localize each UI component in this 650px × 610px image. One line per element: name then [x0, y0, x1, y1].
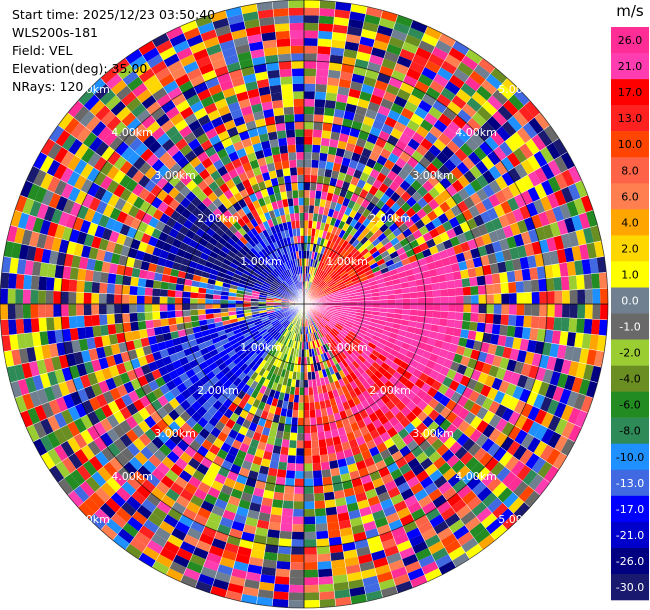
colorbar-swatch: [611, 183, 649, 210]
ring-label: 1.00km: [326, 255, 368, 268]
colorbar-tick: 26.0: [618, 34, 643, 47]
ring-label: 5.00km: [68, 83, 110, 96]
colorbar-swatch: [611, 469, 649, 497]
colorbar-tick: -13.0: [616, 477, 644, 490]
info-panel: Start time: 2025/12/23 03:50:40 WLS200s-…: [12, 6, 215, 96]
ring-label: 4.00km: [111, 126, 153, 139]
ring-label: 1.00km: [326, 341, 368, 354]
start-time: Start time: 2025/12/23 03:50:40: [12, 7, 216, 22]
colorbar-swatch: [611, 417, 649, 444]
colorbar-swatch: [611, 495, 649, 523]
colorbar-tick: 2.0: [621, 242, 639, 255]
colorbar-tick: -8.0: [619, 425, 640, 438]
ring-label: 5.00km: [498, 83, 540, 96]
colorbar-swatch: [611, 339, 649, 366]
colorbar-tick: -30.0: [616, 581, 644, 594]
colorbar-tick: 13.0: [618, 112, 643, 125]
colorbar-tick: 1.0: [621, 268, 639, 281]
colorbar-swatch: [611, 313, 649, 340]
station-name: WLS200s-181: [12, 25, 98, 40]
colorbar-swatch: [611, 443, 649, 470]
ring-label: 1.00km: [240, 255, 282, 268]
ring-label: 3.00km: [154, 427, 196, 440]
colorbar-label: m/s: [616, 2, 644, 20]
colorbar-tick: 6.0: [621, 190, 639, 203]
colorbar-tick: -6.0: [619, 399, 640, 412]
colorbar-swatch: [611, 53, 649, 80]
colorbar-tick: -17.0: [616, 503, 644, 516]
colorbar-swatch: [611, 209, 649, 236]
colorbar-tick: -2.0: [619, 347, 640, 360]
ring-label: 2.00km: [197, 212, 239, 225]
ring-label: 4.00km: [111, 470, 153, 483]
nrays: NRays: 120: [12, 79, 84, 94]
colorbar-tick: 0.0: [621, 295, 639, 308]
ring-label: 2.00km: [369, 212, 411, 225]
colorbar-swatch: [611, 521, 649, 549]
ring-label: 5.00km: [498, 513, 540, 526]
colorbar-swatch: [611, 261, 649, 288]
field-name: Field: VEL: [12, 43, 73, 58]
colorbar-tick: 4.0: [621, 216, 639, 229]
colorbar-tick: -1.0: [619, 321, 640, 334]
ring-label: 1.00km: [240, 341, 282, 354]
colorbar-swatch: [611, 287, 649, 314]
ring-label: 3.00km: [412, 169, 454, 182]
colorbar-tick: -10.0: [616, 451, 644, 464]
elevation: Elevation(deg): 35.00: [12, 61, 148, 76]
colorbar-swatch: [611, 157, 649, 184]
ring-label: 4.00km: [455, 470, 497, 483]
colorbar-swatch: [611, 131, 649, 158]
ppi-plot: 1.00km 1.00km 1.00km 1.00km 2.00km 2.00km 2.00…: [0, 0, 609, 609]
ring-label: 3.00km: [412, 427, 454, 440]
ring-label: 4.00km: [455, 126, 497, 139]
colorbar-swatch: [611, 235, 649, 262]
colorbar-tick: -4.0: [619, 373, 640, 386]
ring-label: 2.00km: [369, 384, 411, 397]
colorbar-tick: 8.0: [621, 164, 639, 177]
colorbar-tick: 10.0: [618, 138, 643, 151]
colorbar-tick: -26.0: [616, 555, 644, 568]
colorbar-swatch: [611, 391, 649, 418]
colorbar-swatch: [611, 27, 649, 54]
colorbar-swatch: [611, 105, 649, 132]
colorbar-swatch: [611, 547, 649, 575]
colorbar-tick: 17.0: [618, 86, 643, 99]
colorbar-tick: 21.0: [618, 60, 643, 73]
colorbar-swatch: [611, 79, 649, 106]
colorbar-swatch: [611, 574, 649, 601]
colorbar-swatch: [611, 365, 649, 392]
colorbar-tick: -21.0: [616, 529, 644, 542]
ring-label: 2.00km: [197, 384, 239, 397]
ring-label: 5.00km: [68, 513, 110, 526]
ring-label: 3.00km: [154, 169, 196, 182]
